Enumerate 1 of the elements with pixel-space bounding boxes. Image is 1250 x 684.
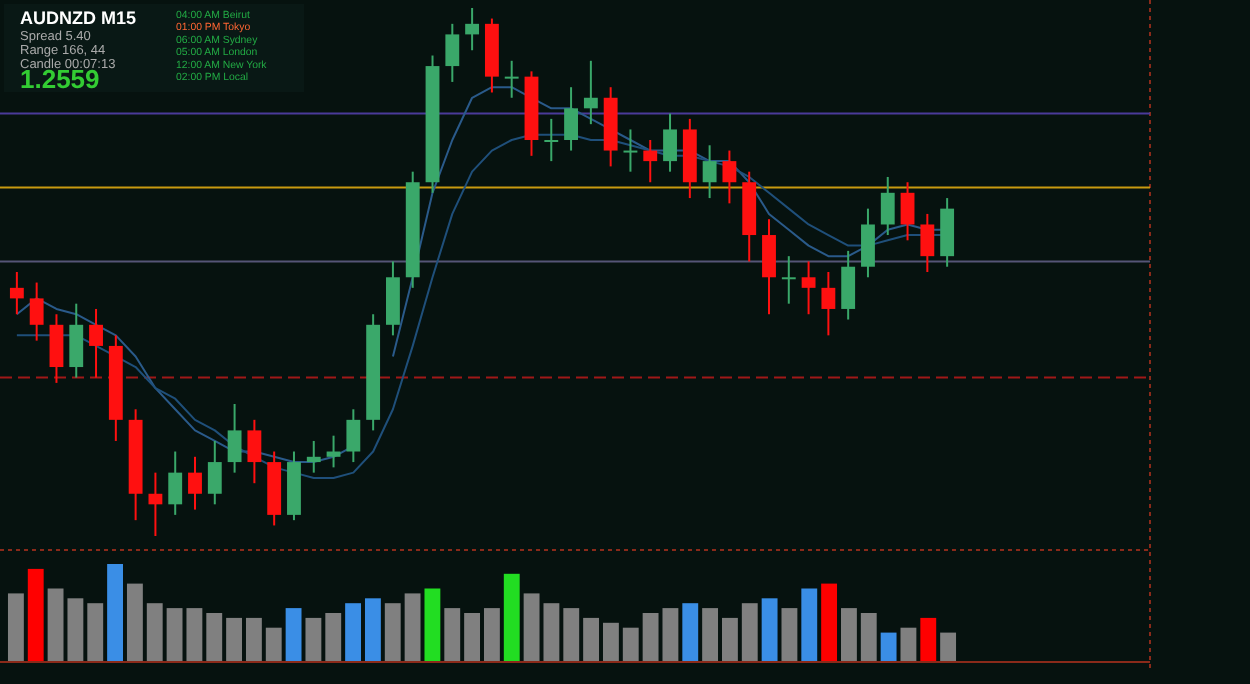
chart-title: AUDNZD M15 <box>20 8 137 28</box>
